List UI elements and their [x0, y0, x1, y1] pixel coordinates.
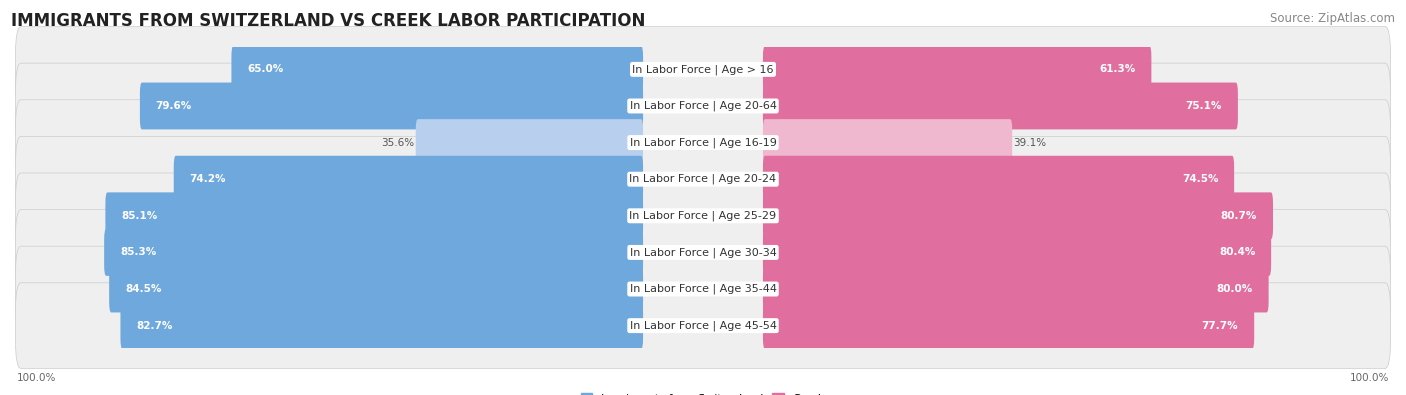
FancyBboxPatch shape — [139, 83, 643, 130]
FancyBboxPatch shape — [763, 119, 1012, 166]
FancyBboxPatch shape — [763, 302, 1254, 349]
Text: 100.0%: 100.0% — [1350, 373, 1389, 383]
Text: 85.3%: 85.3% — [120, 247, 156, 258]
Text: 80.7%: 80.7% — [1220, 211, 1257, 221]
Text: 84.5%: 84.5% — [125, 284, 162, 294]
Text: In Labor Force | Age 16-19: In Labor Force | Age 16-19 — [630, 137, 776, 148]
Text: IMMIGRANTS FROM SWITZERLAND VS CREEK LABOR PARTICIPATION: IMMIGRANTS FROM SWITZERLAND VS CREEK LAB… — [11, 12, 645, 30]
Text: 85.1%: 85.1% — [121, 211, 157, 221]
FancyBboxPatch shape — [416, 119, 643, 166]
FancyBboxPatch shape — [763, 83, 1237, 130]
Text: 35.6%: 35.6% — [381, 137, 415, 148]
Text: In Labor Force | Age 25-29: In Labor Force | Age 25-29 — [630, 211, 776, 221]
Text: In Labor Force | Age 45-54: In Labor Force | Age 45-54 — [630, 320, 776, 331]
Text: In Labor Force | Age 30-34: In Labor Force | Age 30-34 — [630, 247, 776, 258]
FancyBboxPatch shape — [15, 100, 1391, 185]
Text: Source: ZipAtlas.com: Source: ZipAtlas.com — [1270, 12, 1395, 25]
FancyBboxPatch shape — [232, 46, 643, 93]
Legend: Immigrants from Switzerland, Creek: Immigrants from Switzerland, Creek — [576, 389, 830, 395]
FancyBboxPatch shape — [763, 229, 1271, 276]
FancyBboxPatch shape — [15, 26, 1391, 112]
Text: 39.1%: 39.1% — [1014, 137, 1046, 148]
Text: In Labor Force | Age > 16: In Labor Force | Age > 16 — [633, 64, 773, 75]
Text: 65.0%: 65.0% — [247, 64, 284, 74]
FancyBboxPatch shape — [763, 156, 1234, 203]
FancyBboxPatch shape — [763, 46, 1152, 93]
Text: In Labor Force | Age 20-64: In Labor Force | Age 20-64 — [630, 101, 776, 111]
Text: 74.5%: 74.5% — [1182, 174, 1218, 184]
Text: 100.0%: 100.0% — [17, 373, 56, 383]
FancyBboxPatch shape — [105, 192, 643, 239]
Text: 77.7%: 77.7% — [1202, 321, 1239, 331]
Text: In Labor Force | Age 35-44: In Labor Force | Age 35-44 — [630, 284, 776, 294]
FancyBboxPatch shape — [174, 156, 643, 203]
Text: 79.6%: 79.6% — [156, 101, 193, 111]
Text: 80.4%: 80.4% — [1219, 247, 1256, 258]
Text: 61.3%: 61.3% — [1099, 64, 1136, 74]
FancyBboxPatch shape — [15, 210, 1391, 295]
FancyBboxPatch shape — [763, 192, 1272, 239]
FancyBboxPatch shape — [110, 265, 643, 312]
Text: 75.1%: 75.1% — [1185, 101, 1222, 111]
FancyBboxPatch shape — [15, 63, 1391, 149]
FancyBboxPatch shape — [104, 229, 643, 276]
Text: 82.7%: 82.7% — [136, 321, 173, 331]
Text: 74.2%: 74.2% — [190, 174, 226, 184]
FancyBboxPatch shape — [15, 283, 1391, 369]
FancyBboxPatch shape — [15, 136, 1391, 222]
FancyBboxPatch shape — [15, 173, 1391, 259]
FancyBboxPatch shape — [15, 246, 1391, 332]
FancyBboxPatch shape — [121, 302, 643, 349]
Text: In Labor Force | Age 20-24: In Labor Force | Age 20-24 — [630, 174, 776, 184]
FancyBboxPatch shape — [763, 265, 1268, 312]
Text: 80.0%: 80.0% — [1216, 284, 1253, 294]
